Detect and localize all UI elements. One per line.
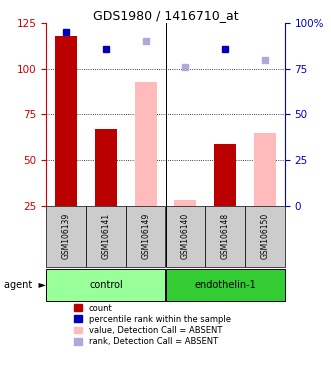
Bar (166, 206, 205, 266)
Text: endothelin-1: endothelin-1 (194, 280, 256, 290)
Text: control: control (89, 280, 123, 290)
Text: agent  ►: agent ► (4, 280, 46, 290)
Text: GSM106140: GSM106140 (181, 213, 190, 259)
Bar (55, 36, 77, 206)
Bar (245, 206, 285, 266)
Text: GSM106149: GSM106149 (141, 213, 150, 259)
Bar (174, 200, 196, 206)
Bar (95, 129, 117, 206)
Text: GSM106150: GSM106150 (260, 213, 269, 259)
Title: GDS1980 / 1416710_at: GDS1980 / 1416710_at (93, 9, 238, 22)
Bar (135, 81, 157, 206)
Bar (86, 206, 126, 266)
Bar (254, 133, 276, 206)
Text: GSM106148: GSM106148 (220, 213, 230, 259)
Text: GSM106141: GSM106141 (101, 213, 111, 259)
Bar (205, 206, 245, 266)
Bar (46, 206, 86, 266)
Legend: count, percentile rank within the sample, value, Detection Call = ABSENT, rank, : count, percentile rank within the sample… (74, 304, 230, 346)
Text: GSM106139: GSM106139 (62, 213, 71, 259)
Bar (214, 144, 236, 206)
Bar (166, 268, 285, 301)
Bar (46, 268, 166, 301)
Bar (126, 206, 166, 266)
